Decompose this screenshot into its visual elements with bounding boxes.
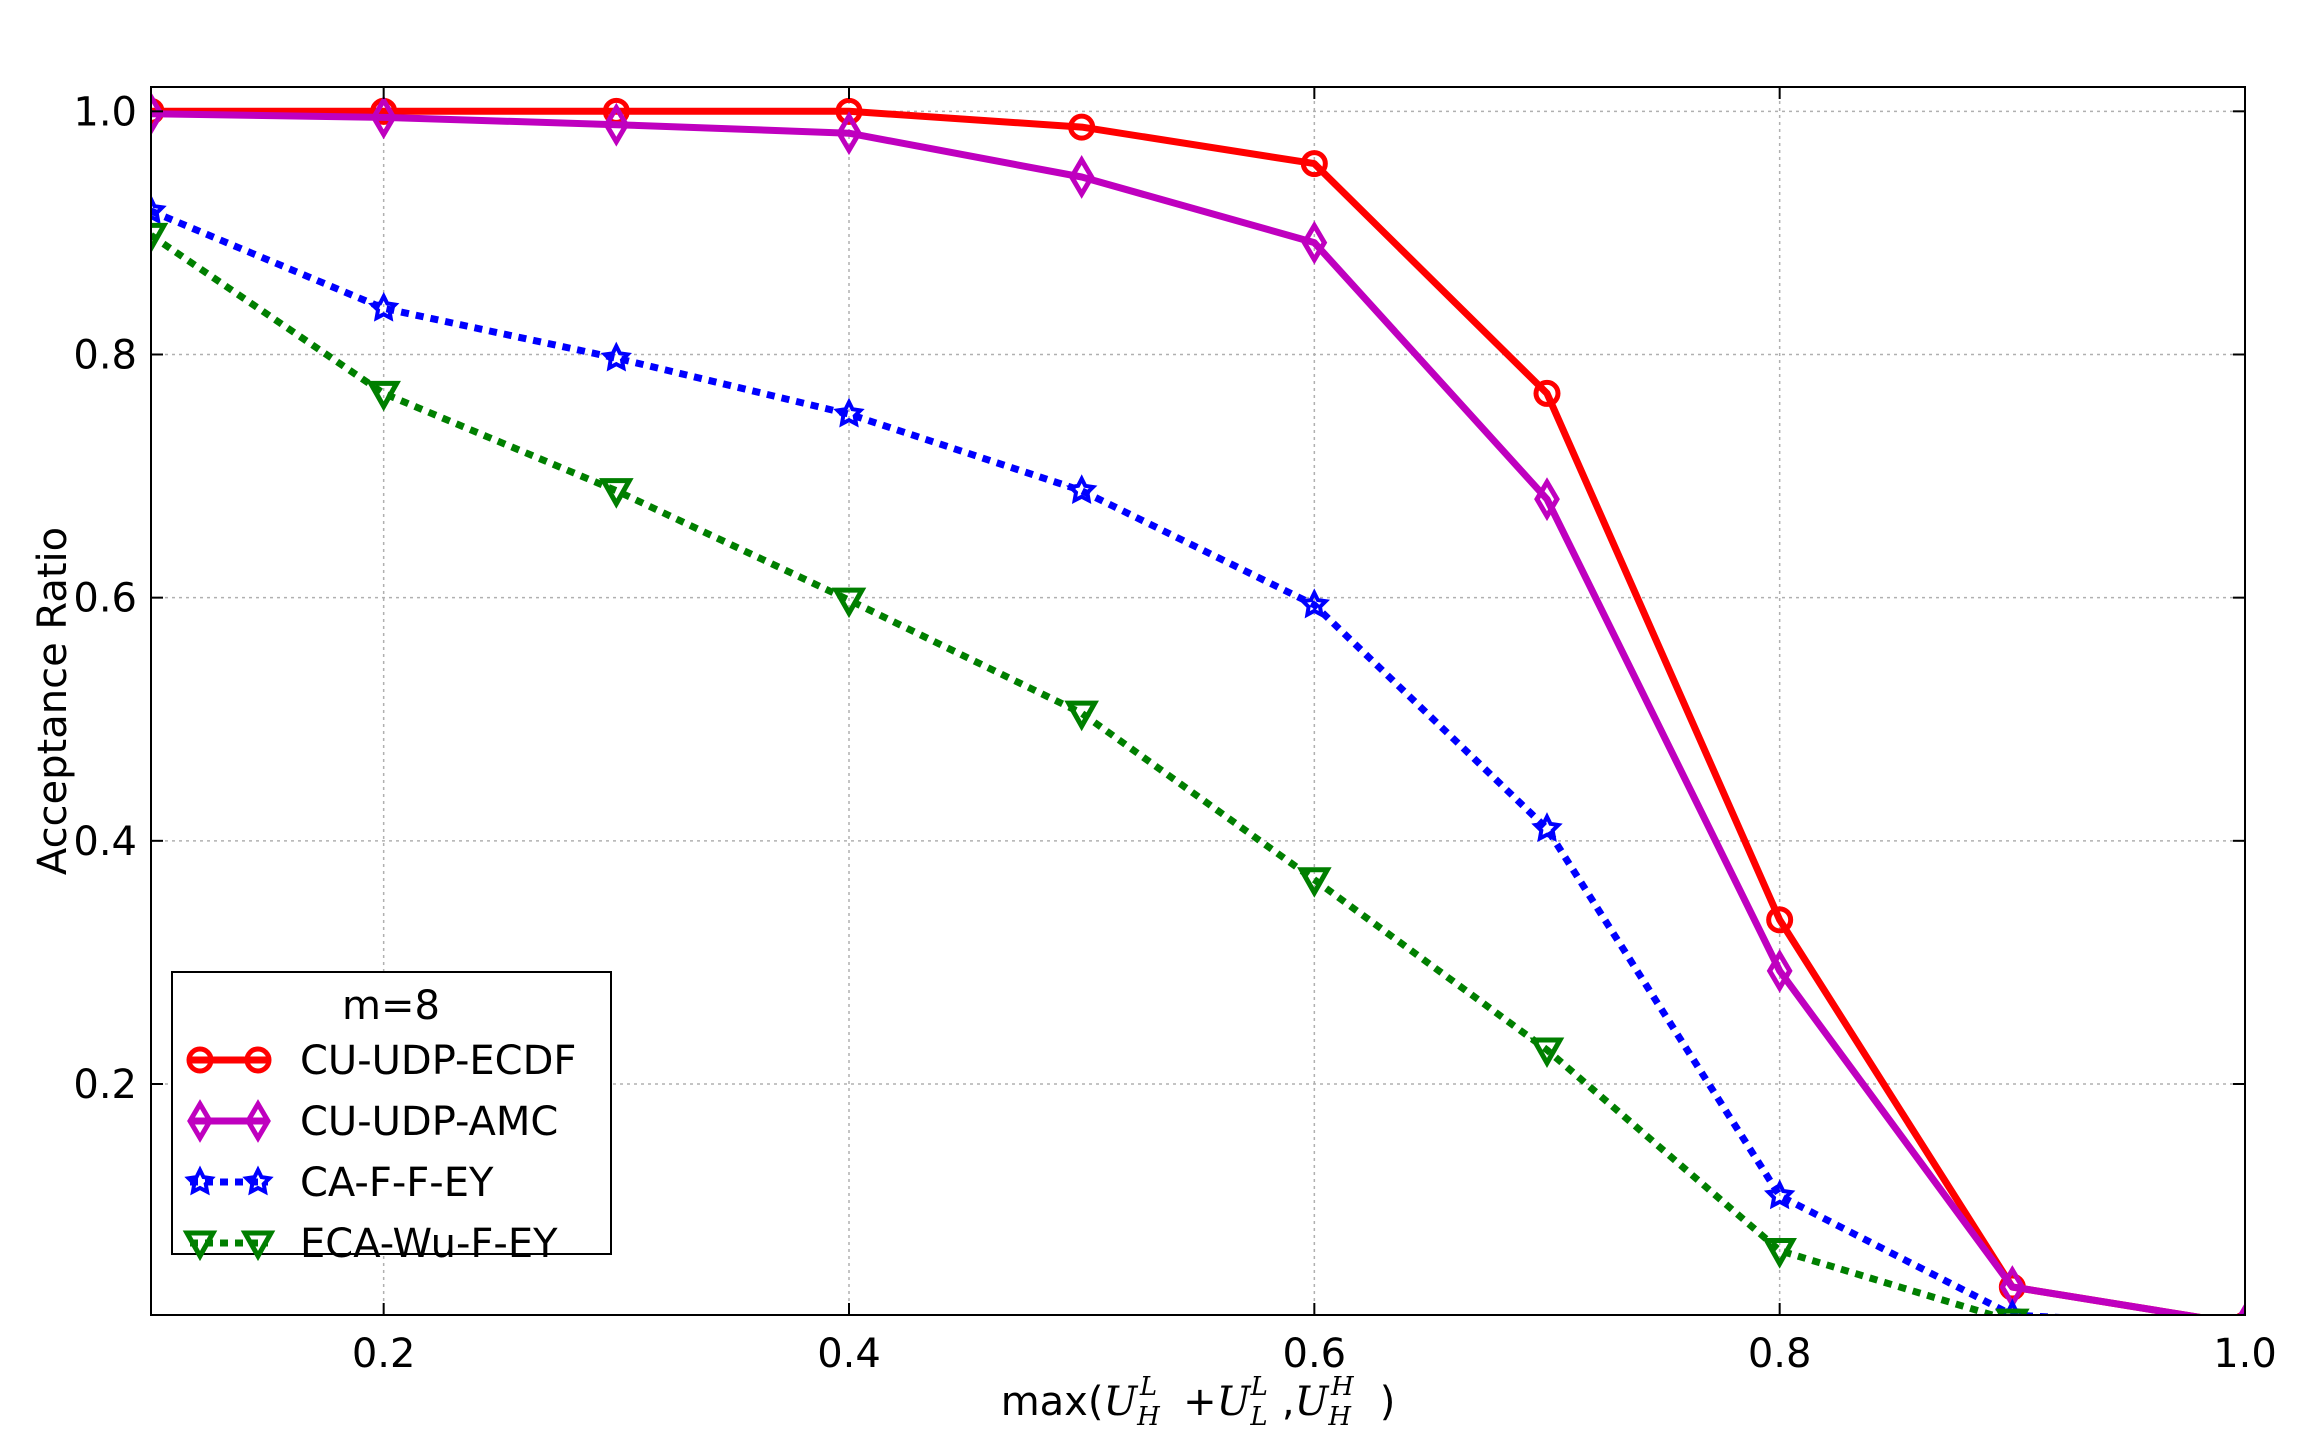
data-point-cu-udp-amc [1766, 948, 1793, 993]
legend-marker [245, 1099, 271, 1143]
data-point-cu-udp-amc [370, 95, 397, 140]
legend-marker [187, 1099, 213, 1143]
data-point-ca-f-f-ey [1531, 812, 1563, 843]
legend-label: ECA-Wu-F-EY [300, 1221, 558, 1267]
x-axis-label: max(UHL +ULL ,UHH) [1001, 1372, 1396, 1427]
legend: m=8 CU-UDP-ECDF CU-UDP-AMC CA-F-F-EY ECA-Wu… [171, 971, 612, 1267]
data-point-ca-f-f-ey [833, 397, 865, 428]
series-line-cu-udp-amc [151, 110, 2208, 1315]
y-tick-label: 0.6 [73, 576, 137, 622]
data-point-eca-wu-f-ey [599, 478, 634, 509]
data-point-eca-wu-f-ey [1297, 867, 1332, 898]
legend-label: CU-UDP-AMC [300, 1099, 558, 1145]
legend-marker [244, 1046, 272, 1074]
data-point-cu-udp-ecdf [1533, 379, 1561, 407]
series-eca-wu-f-ey [151, 222, 2245, 1315]
data-point-ca-f-f-ey [368, 291, 400, 322]
legend-entry-ca-f-f-ey: CA-F-F-EY [184, 1160, 494, 1206]
x-tick-label: 0.2 [352, 1331, 416, 1377]
data-point-eca-wu-f-ey [831, 587, 867, 619]
data-point-eca-wu-f-ey [1995, 1308, 2030, 1315]
legend-marker [242, 1165, 274, 1196]
data-point-cu-udp-amc [1534, 477, 1560, 522]
x-tick-label: 0.8 [1748, 1331, 1812, 1377]
data-point-cu-udp-ecdf [1766, 906, 1794, 934]
data-point-ca-f-f-ey [1764, 1179, 1796, 1210]
data-point-ca-f-f-ey [1298, 588, 1330, 619]
y-tick-label: 0.4 [73, 819, 137, 865]
legend-label: CA-F-F-EY [300, 1160, 494, 1206]
x-tick-label: 1.0 [2213, 1331, 2277, 1377]
y-tick-label: 0.8 [73, 332, 137, 378]
data-point-cu-udp-amc [836, 111, 862, 156]
data-point-eca-wu-f-ey [151, 222, 169, 254]
series-line-ca-f-f-ey [151, 207, 2080, 1315]
x-tick-label: 0.4 [817, 1331, 881, 1377]
legend-marker [186, 1046, 214, 1074]
data-point-cu-udp-amc [1301, 220, 1328, 265]
legend-entry-cu-udp-amc: CU-UDP-AMC [187, 1099, 558, 1145]
plot-frame [150, 86, 2246, 1316]
y-tick-label: 1.0 [73, 89, 137, 135]
data-point-ca-f-f-ey [1066, 474, 1098, 505]
legend-entry-cu-udp-ecdf: CU-UDP-ECDF [186, 1038, 576, 1084]
series-line-eca-wu-f-ey [151, 232, 2005, 1315]
data-point-cu-udp-amc [603, 102, 630, 147]
y-axis-label: Acceptance Ratio [30, 527, 76, 875]
data-point-eca-wu-f-ey [1762, 1238, 1797, 1269]
data-point-cu-udp-ecdf [1300, 150, 1328, 178]
data-point-cu-udp-amc [151, 91, 164, 136]
data-point-cu-udp-ecdf [835, 97, 863, 125]
legend-label: CU-UDP-ECDF [300, 1038, 576, 1084]
data-point-eca-wu-f-ey [366, 380, 401, 412]
data-point-cu-udp-ecdf [1068, 113, 1096, 141]
axis-ticks: 0.2 0.4 0.6 0.8 1.0 0.2 0.4 0.6 0.8 1.0 [73, 87, 2277, 1377]
legend-box [171, 971, 612, 1255]
legend-marker [182, 1230, 218, 1262]
legend-entry-eca-wu-f-ey: ECA-Wu-F-EY [182, 1221, 558, 1267]
legend-title: m=8 [342, 983, 440, 1029]
data-point-eca-wu-f-ey [1064, 700, 1099, 732]
series-line-cu-udp-ecdf [151, 107, 2208, 1315]
data-point-cu-udp-amc [1068, 155, 1095, 199]
y-tick-label: 0.2 [73, 1062, 137, 1108]
series-layer [151, 91, 2245, 1315]
data-point-eca-wu-f-ey [1529, 1037, 1565, 1069]
legend-marker [240, 1230, 276, 1262]
data-point-ca-f-f-ey [151, 194, 167, 225]
data-point-ca-f-f-ey [600, 341, 632, 372]
x-tick-label: 0.6 [1283, 1331, 1347, 1377]
legend-marker [184, 1165, 216, 1196]
